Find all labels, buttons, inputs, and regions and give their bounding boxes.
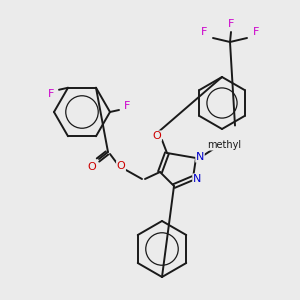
Text: O: O (88, 162, 96, 172)
Text: F: F (201, 27, 207, 37)
Text: O: O (117, 161, 125, 171)
Text: methyl: methyl (207, 140, 241, 150)
Text: F: F (124, 101, 130, 111)
Text: N: N (193, 174, 201, 184)
Text: F: F (48, 89, 54, 99)
Text: F: F (228, 19, 234, 29)
Text: O: O (153, 131, 161, 141)
Text: N: N (196, 152, 204, 162)
Text: F: F (253, 27, 259, 37)
